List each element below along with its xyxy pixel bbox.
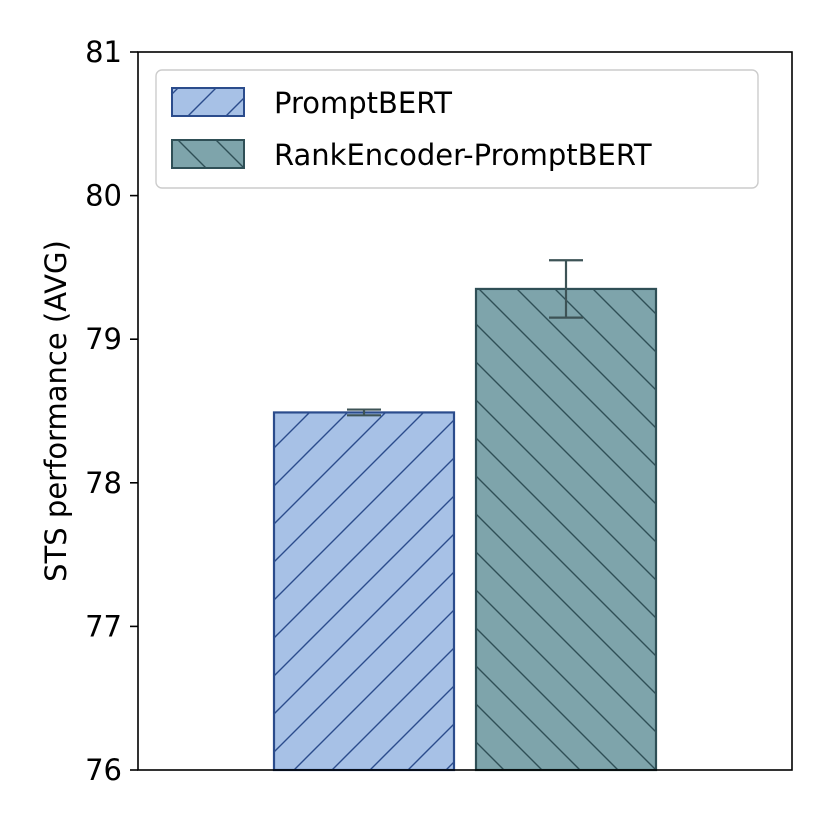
error-bar-rankencoder-promptbert: [549, 259, 583, 319]
y-tick-label: 80: [85, 179, 122, 213]
y-tick-label: 76: [85, 753, 122, 787]
bars-group: [272, 287, 658, 772]
y-tick-label: 81: [85, 35, 122, 69]
legend-label-promptbert: PromptBERT: [274, 86, 452, 120]
legend-label-rankencoder-promptbert: RankEncoder-PromptBERT: [274, 138, 652, 172]
plot-frame: [137, 51, 793, 771]
y-axis: 76 77 78 79 80 81: [85, 35, 138, 787]
legend-box: [155, 69, 759, 189]
y-tick-label: 78: [85, 466, 122, 500]
y-tick-label: 79: [85, 322, 122, 356]
legend-swatch-promptbert: [171, 87, 245, 117]
legend-swatch-rankencoder-promptbert: [171, 139, 245, 169]
error-bar-promptbert: [347, 408, 381, 417]
legend: PromptBERT RankEncoder-PromptBERT: [155, 69, 759, 189]
bar-rankencoder-promptbert: [474, 287, 658, 772]
error-bars-group: [347, 259, 583, 417]
y-axis-label: STS performance (AVG): [39, 240, 73, 582]
y-tick-label: 77: [85, 609, 122, 643]
bar-promptbert: [272, 411, 456, 772]
